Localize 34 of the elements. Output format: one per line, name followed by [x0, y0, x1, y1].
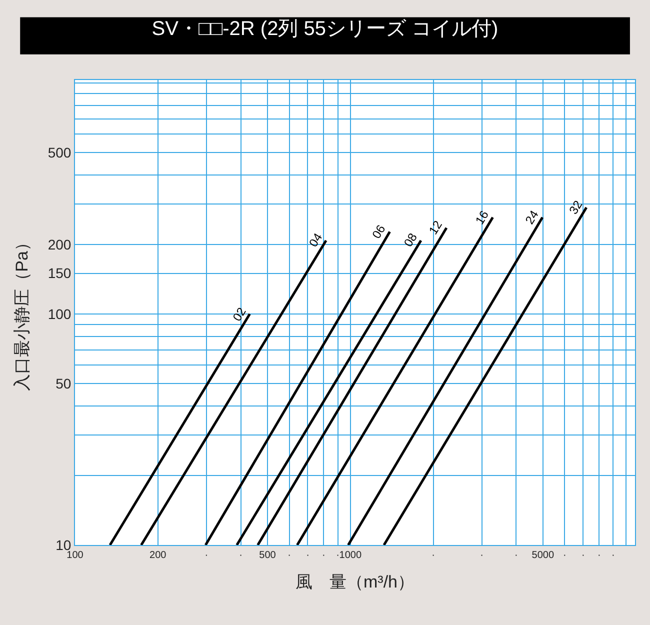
x-tick-label: · [306, 550, 310, 561]
chart-title: SV・□□-2R (2列 55シリーズ コイル付) [152, 18, 498, 40]
x-tick-label: 200 [150, 550, 167, 561]
text: 08 [401, 230, 420, 250]
x-axis-title: 風 量（m³/h） [296, 572, 414, 592]
text: 24 [522, 208, 542, 227]
x-tick-label: 1000 [339, 550, 362, 561]
y-tick-label: 50 [56, 375, 72, 392]
x-tick-label: 5000 [532, 550, 554, 561]
y-tick-label: 500 [48, 144, 72, 160]
y-axis-title: 入口最小静圧（Pa） [12, 234, 32, 391]
y-tick-label: 150 [48, 265, 72, 282]
x-tick-label: · [563, 550, 566, 561]
x-tick-label: · [288, 550, 291, 561]
text: 12 [426, 218, 446, 237]
x-tick-label: 100 [66, 550, 84, 561]
x-tick-label: · [432, 550, 435, 561]
x-tick-label: · [514, 550, 518, 561]
x-tick-label: · [597, 550, 601, 561]
text: 02 [230, 304, 249, 324]
x-tick-label: · [612, 550, 615, 561]
text: 32 [566, 198, 586, 217]
y-tick-label: 200 [48, 236, 72, 252]
text: 16 [472, 208, 492, 227]
y-tick-label: 100 [48, 306, 72, 322]
x-tick-label: · [336, 550, 340, 561]
x-tick-label: · [204, 550, 208, 561]
text: 04 [306, 230, 326, 250]
x-tick-label: · [322, 550, 326, 561]
x-tick-label: · [581, 550, 585, 561]
x-tick-label: 500 [259, 550, 276, 561]
x-tick-label: · [480, 550, 484, 561]
text: 06 [369, 222, 388, 242]
x-tick-label: · [239, 550, 242, 561]
